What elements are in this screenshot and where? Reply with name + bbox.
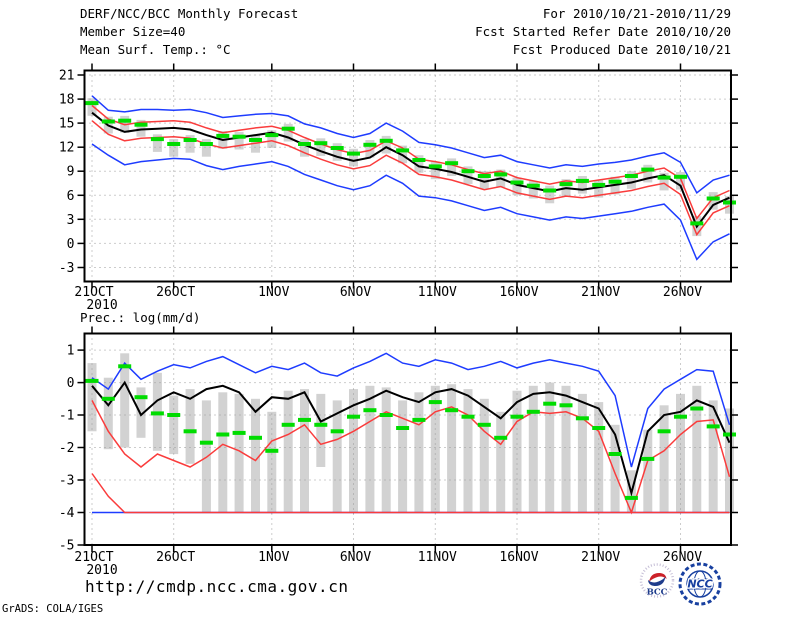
member-size-label: Member Size=40 — [80, 24, 186, 39]
svg-text:0: 0 — [67, 376, 75, 391]
svg-text:18: 18 — [59, 93, 75, 108]
svg-text:26NOV: 26NOV — [663, 285, 702, 300]
ncc-meridian — [693, 570, 707, 598]
series-black-ensemble-mean — [91, 111, 730, 229]
svg-text:21OCT: 21OCT — [74, 550, 113, 565]
svg-text:11NOV: 11NOV — [418, 285, 457, 300]
refer-date-label: Fcst Started Refer Date 2010/10/20 — [475, 24, 731, 39]
series-red-upper-band — [91, 104, 730, 220]
svg-text:-5: -5 — [59, 539, 75, 554]
series-red-lower-band — [91, 400, 731, 515]
svg-text:1: 1 — [67, 344, 75, 359]
gray-spread-bars — [87, 98, 734, 237]
series-blue-upper-envelope — [91, 95, 730, 195]
bcc-ring — [639, 563, 675, 598]
svg-text:-3: -3 — [59, 474, 75, 489]
ncc-logo-label: NCC — [687, 578, 712, 591]
svg-text:6: 6 — [67, 189, 75, 204]
series-blue-upper-envelope — [91, 352, 731, 468]
svg-text:-2: -2 — [59, 441, 75, 456]
svg-text:16NOV: 16NOV — [499, 550, 538, 565]
website-url: http://cmdp.ncc.cma.gov.cn — [85, 577, 349, 596]
svg-text:12: 12 — [59, 141, 75, 156]
ncc-logo: NCC — [678, 562, 722, 606]
svg-text:11NOV: 11NOV — [418, 550, 457, 565]
svg-text:6NOV: 6NOV — [340, 550, 371, 565]
series-red-lower-band — [91, 120, 730, 237]
bcc-red-swoosh — [649, 572, 667, 582]
svg-text:21: 21 — [59, 69, 75, 84]
svg-text:16NOV: 16NOV — [499, 285, 538, 300]
series-black-ensemble-mean — [91, 380, 731, 497]
series-blue-lower-envelope — [91, 143, 730, 261]
svg-text:1NOV: 1NOV — [258, 285, 289, 300]
bcc-logo: BCC — [639, 563, 675, 598]
svg-text:15: 15 — [59, 117, 75, 132]
grads-credit: GrADS: COLA/IGES — [2, 603, 104, 615]
grid-lines — [84, 70, 731, 282]
plot-frame — [83, 332, 732, 546]
bcc-blue-swoosh — [648, 576, 666, 587]
series-red-minimum-clamped — [91, 473, 730, 514]
svg-text:9: 9 — [67, 165, 75, 180]
svg-text:6NOV: 6NOV — [340, 285, 371, 300]
forecast-range-label: For 2010/10/21-2010/11/29 — [542, 6, 731, 21]
svg-text:-4: -4 — [59, 506, 75, 521]
svg-text:0: 0 — [67, 237, 75, 252]
plot-frame — [83, 69, 732, 283]
svg-text:26OCT: 26OCT — [156, 550, 195, 565]
svg-text:21NOV: 21NOV — [581, 285, 620, 300]
green-dash-markers — [85, 101, 736, 226]
grid-lines — [84, 333, 731, 545]
svg-text:3: 3 — [67, 213, 75, 228]
svg-text:26OCT: 26OCT — [156, 285, 195, 300]
svg-text:-3: -3 — [59, 261, 75, 276]
svg-text:-1: -1 — [59, 409, 75, 424]
temp-chart-title: Mean Surf. Temp.: °C — [80, 42, 231, 57]
precip-chart-title: Prec.: log(mm/d) — [80, 310, 201, 325]
bcc-logo-label: BCC — [647, 588, 668, 598]
svg-text:1NOV: 1NOV — [258, 550, 289, 565]
svg-text:2010: 2010 — [86, 298, 117, 313]
svg-text:21OCT: 21OCT — [74, 285, 113, 300]
green-dash-markers — [85, 364, 736, 500]
axis-ticks-and-labels: 21 18 15 12 9 6 3 0 -3 21OCT 26OCT 1NOV 6NOV 11NOV 16N… — [59, 63, 738, 313]
svg-text:26NOV: 26NOV — [663, 550, 702, 565]
svg-text:2010: 2010 — [86, 563, 117, 578]
produced-date-label: Fcst Produced Date 2010/10/21 — [512, 42, 731, 57]
page-title: DERF/NCC/BCC Monthly Forecast — [80, 6, 299, 21]
svg-text:21NOV: 21NOV — [581, 550, 620, 565]
